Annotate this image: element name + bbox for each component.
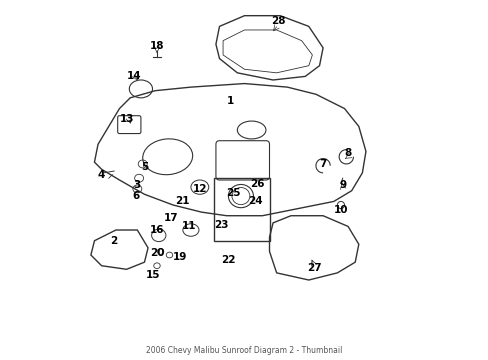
Text: 3: 3 — [133, 180, 141, 190]
Text: 17: 17 — [163, 212, 178, 222]
Text: 1: 1 — [226, 96, 233, 107]
Text: 20: 20 — [149, 248, 164, 258]
Text: 22: 22 — [221, 255, 235, 265]
Text: 23: 23 — [214, 220, 228, 230]
Text: 16: 16 — [149, 225, 164, 235]
Text: 5: 5 — [141, 162, 148, 172]
Text: 21: 21 — [174, 197, 189, 206]
Text: 11: 11 — [182, 221, 196, 231]
Text: 12: 12 — [192, 184, 207, 194]
Text: 25: 25 — [226, 188, 241, 198]
Text: 19: 19 — [173, 252, 187, 262]
Text: 2: 2 — [110, 236, 118, 246]
Text: 10: 10 — [333, 205, 347, 215]
Text: 13: 13 — [119, 114, 134, 124]
Text: 28: 28 — [271, 16, 285, 26]
Text: 7: 7 — [319, 159, 326, 169]
Text: 4: 4 — [98, 170, 105, 180]
Text: 8: 8 — [344, 148, 351, 158]
Text: 14: 14 — [126, 71, 141, 81]
Text: 18: 18 — [149, 41, 164, 51]
Text: 26: 26 — [249, 179, 264, 189]
Text: 2006 Chevy Malibu Sunroof Diagram 2 - Thumbnail: 2006 Chevy Malibu Sunroof Diagram 2 - Th… — [146, 346, 342, 355]
Text: 27: 27 — [306, 262, 321, 273]
Text: 15: 15 — [146, 270, 161, 280]
Text: 9: 9 — [339, 180, 346, 190]
Text: 6: 6 — [132, 191, 139, 201]
Text: 24: 24 — [247, 197, 262, 206]
